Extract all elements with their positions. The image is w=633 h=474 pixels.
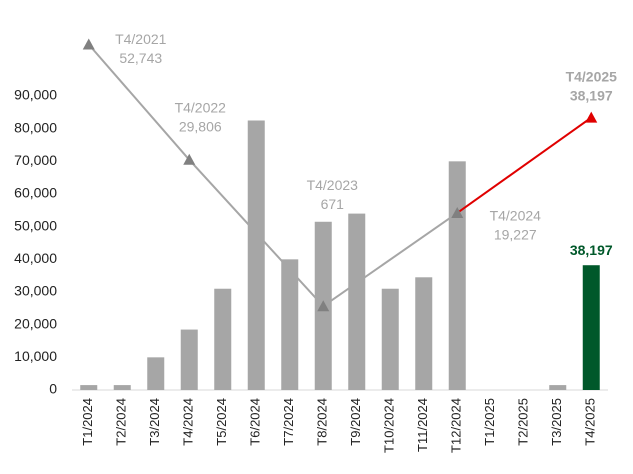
- bar: [247, 120, 265, 390]
- bar: [381, 288, 399, 390]
- x-tick-label: T11/2024: [415, 398, 430, 452]
- line-marker: [82, 38, 95, 50]
- annotation-period: T4/2025: [566, 68, 618, 84]
- y-tick-label: 90,000: [14, 87, 57, 103]
- annotation-value: 29,806: [179, 118, 222, 134]
- x-tick-label: T7/2024: [281, 398, 296, 446]
- annotation-value: 52,743: [119, 50, 162, 66]
- annotation-period: T4/2023: [307, 177, 359, 193]
- x-tick-label: T1/2024: [80, 398, 95, 446]
- annotation-value: 671: [321, 196, 345, 212]
- line-highlight: [456, 116, 592, 214]
- y-tick-label: 40,000: [14, 250, 57, 266]
- annotation-value: 38,197: [570, 87, 613, 103]
- x-tick-label: T4/2024: [181, 398, 196, 446]
- x-tick-label: T5/2024: [214, 398, 229, 446]
- x-tick-label: T3/2024: [147, 398, 162, 446]
- x-tick-label: T10/2024: [382, 398, 397, 453]
- annotation-period: T4/2022: [175, 99, 227, 115]
- x-tick-label: T1/2025: [482, 398, 497, 446]
- x-tick-label: T8/2024: [315, 398, 330, 446]
- x-tick-label: T12/2024: [449, 398, 464, 453]
- bar: [80, 385, 98, 390]
- x-tick-label: T4/2025: [583, 398, 598, 446]
- bar: [348, 213, 366, 390]
- line-marker: [183, 153, 196, 165]
- bar: [147, 357, 165, 390]
- bar-value-label: 38,197: [570, 242, 613, 258]
- bar: [582, 265, 600, 390]
- y-tick-label: 20,000: [14, 315, 57, 331]
- bar: [281, 259, 299, 390]
- bar: [549, 385, 567, 390]
- y-tick-label: 0: [49, 381, 57, 397]
- bar: [448, 161, 466, 390]
- x-tick-label: T9/2024: [348, 398, 363, 446]
- bar: [180, 329, 198, 390]
- x-tick-label: T2/2025: [516, 398, 531, 446]
- y-tick-label: 10,000: [14, 348, 57, 364]
- annotation-period: T4/2021: [115, 31, 167, 47]
- bar: [415, 277, 433, 390]
- x-tick-label: T3/2025: [549, 398, 564, 446]
- bar: [113, 385, 131, 390]
- y-tick-label: 30,000: [14, 283, 57, 299]
- x-tick-label: T6/2024: [248, 398, 263, 446]
- line-marker: [317, 300, 330, 312]
- annotation-value: 19,227: [494, 227, 537, 243]
- y-tick-label: 50,000: [14, 217, 57, 233]
- line: [87, 43, 458, 308]
- line-marker: [451, 206, 464, 218]
- annotation-period: T4/2024: [490, 208, 542, 224]
- y-tick-label: 60,000: [14, 185, 57, 201]
- x-tick-label: T2/2024: [114, 398, 129, 446]
- line-marker: [585, 111, 598, 123]
- y-tick-label: 80,000: [14, 119, 57, 135]
- y-tick-label: 70,000: [14, 152, 57, 168]
- bar: [214, 288, 232, 390]
